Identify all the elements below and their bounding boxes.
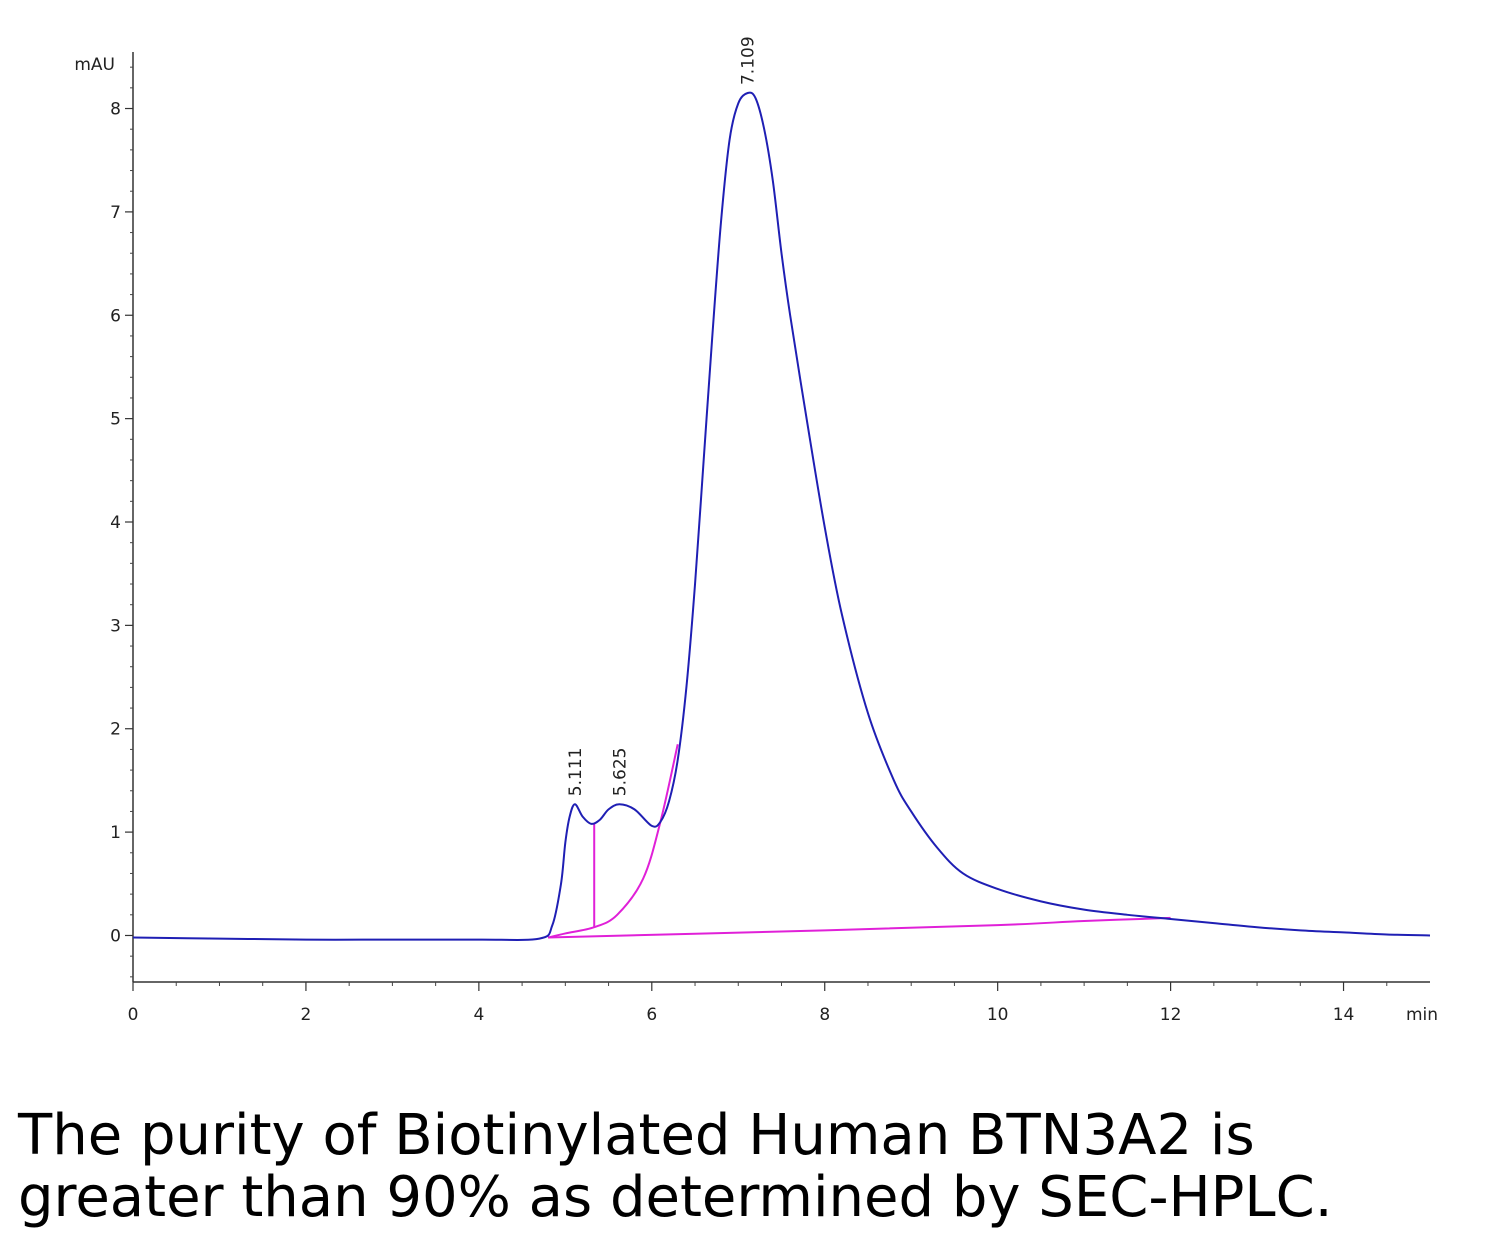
peak-label: 5.625 (610, 748, 630, 797)
x-tick-label: 0 (128, 1005, 139, 1025)
x-tick-label: 8 (819, 1005, 830, 1025)
x-tick-label: 10 (987, 1005, 1009, 1025)
y-tick-label: 2 (110, 720, 121, 740)
x-tick-label: 4 (473, 1005, 484, 1025)
y-tick-label: 7 (110, 203, 121, 223)
baseline-line (548, 916, 1171, 939)
x-tick-label: 2 (301, 1005, 312, 1025)
y-tick-label: 3 (110, 616, 121, 636)
figure-caption: The purity of Biotinylated Human BTN3A2 … (18, 1105, 1488, 1229)
peak-labels: 5.111 5.625 7.109 (566, 36, 759, 796)
y-tick-label: 4 (110, 513, 121, 533)
y-tick-label: 5 (110, 410, 121, 430)
peak-label: 7.109 (739, 36, 759, 85)
y-tick-label: 1 (110, 823, 121, 843)
x-tick-label: 6 (646, 1005, 657, 1025)
y-tick-label: 6 (110, 306, 121, 326)
series-line (132, 91, 1431, 941)
y-tick-label: 0 (110, 926, 121, 946)
x-tick-label: 14 (1333, 1005, 1355, 1025)
y-tick-label: 8 (110, 100, 121, 120)
x-axis: 0 2 4 6 8 10 12 14 min (128, 981, 1438, 1025)
caption-line-2: greater than 90% as determined by SEC-HP… (18, 1165, 1333, 1230)
x-unit-label: min (1406, 1005, 1438, 1025)
y-axis: 0 1 2 3 4 5 6 7 8 mAU (74, 52, 134, 982)
y-unit-label: mAU (74, 55, 115, 75)
x-tick-label: 12 (1160, 1005, 1182, 1025)
chromatogram-trace (132, 91, 1431, 941)
peak-label: 5.111 (566, 748, 586, 797)
caption-line-1: The purity of Biotinylated Human BTN3A2 … (18, 1103, 1255, 1168)
